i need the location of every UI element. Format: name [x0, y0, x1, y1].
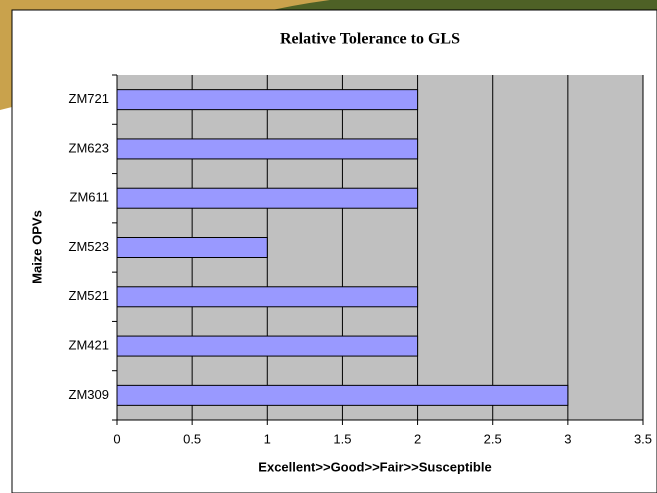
y-tick-label: ZM523 — [69, 239, 109, 254]
bar — [116, 335, 419, 357]
y-tick-label: ZM421 — [69, 338, 109, 353]
x-tick-label: 2.5 — [484, 431, 502, 446]
x-tick-label: 0 — [113, 431, 120, 446]
x-axis-label: Excellent>>Good>>Fair>>Susceptible — [258, 459, 491, 474]
y-tick-label: ZM309 — [69, 387, 109, 402]
bar — [116, 237, 268, 258]
bar — [116, 187, 419, 209]
bar — [116, 286, 419, 308]
x-tick-label: 3 — [564, 431, 571, 446]
bar — [116, 89, 419, 111]
bar — [116, 384, 569, 406]
x-tick-label: 1.5 — [333, 431, 351, 446]
y-tick-label: ZM623 — [69, 140, 109, 155]
chart-title: Relative Tolerance to GLS — [280, 31, 460, 48]
x-tick-label: 0.5 — [183, 431, 201, 446]
y-tick-label: ZM521 — [69, 288, 109, 303]
y-axis-label: Maize OPVs — [29, 210, 44, 284]
y-tick-label: ZM611 — [70, 190, 110, 205]
bar — [116, 138, 419, 160]
x-tick-label: 3.5 — [634, 431, 652, 446]
y-tick-label: ZM721 — [69, 91, 109, 106]
x-tick-label: 1 — [264, 431, 271, 446]
x-tick-label: 2 — [414, 431, 421, 446]
